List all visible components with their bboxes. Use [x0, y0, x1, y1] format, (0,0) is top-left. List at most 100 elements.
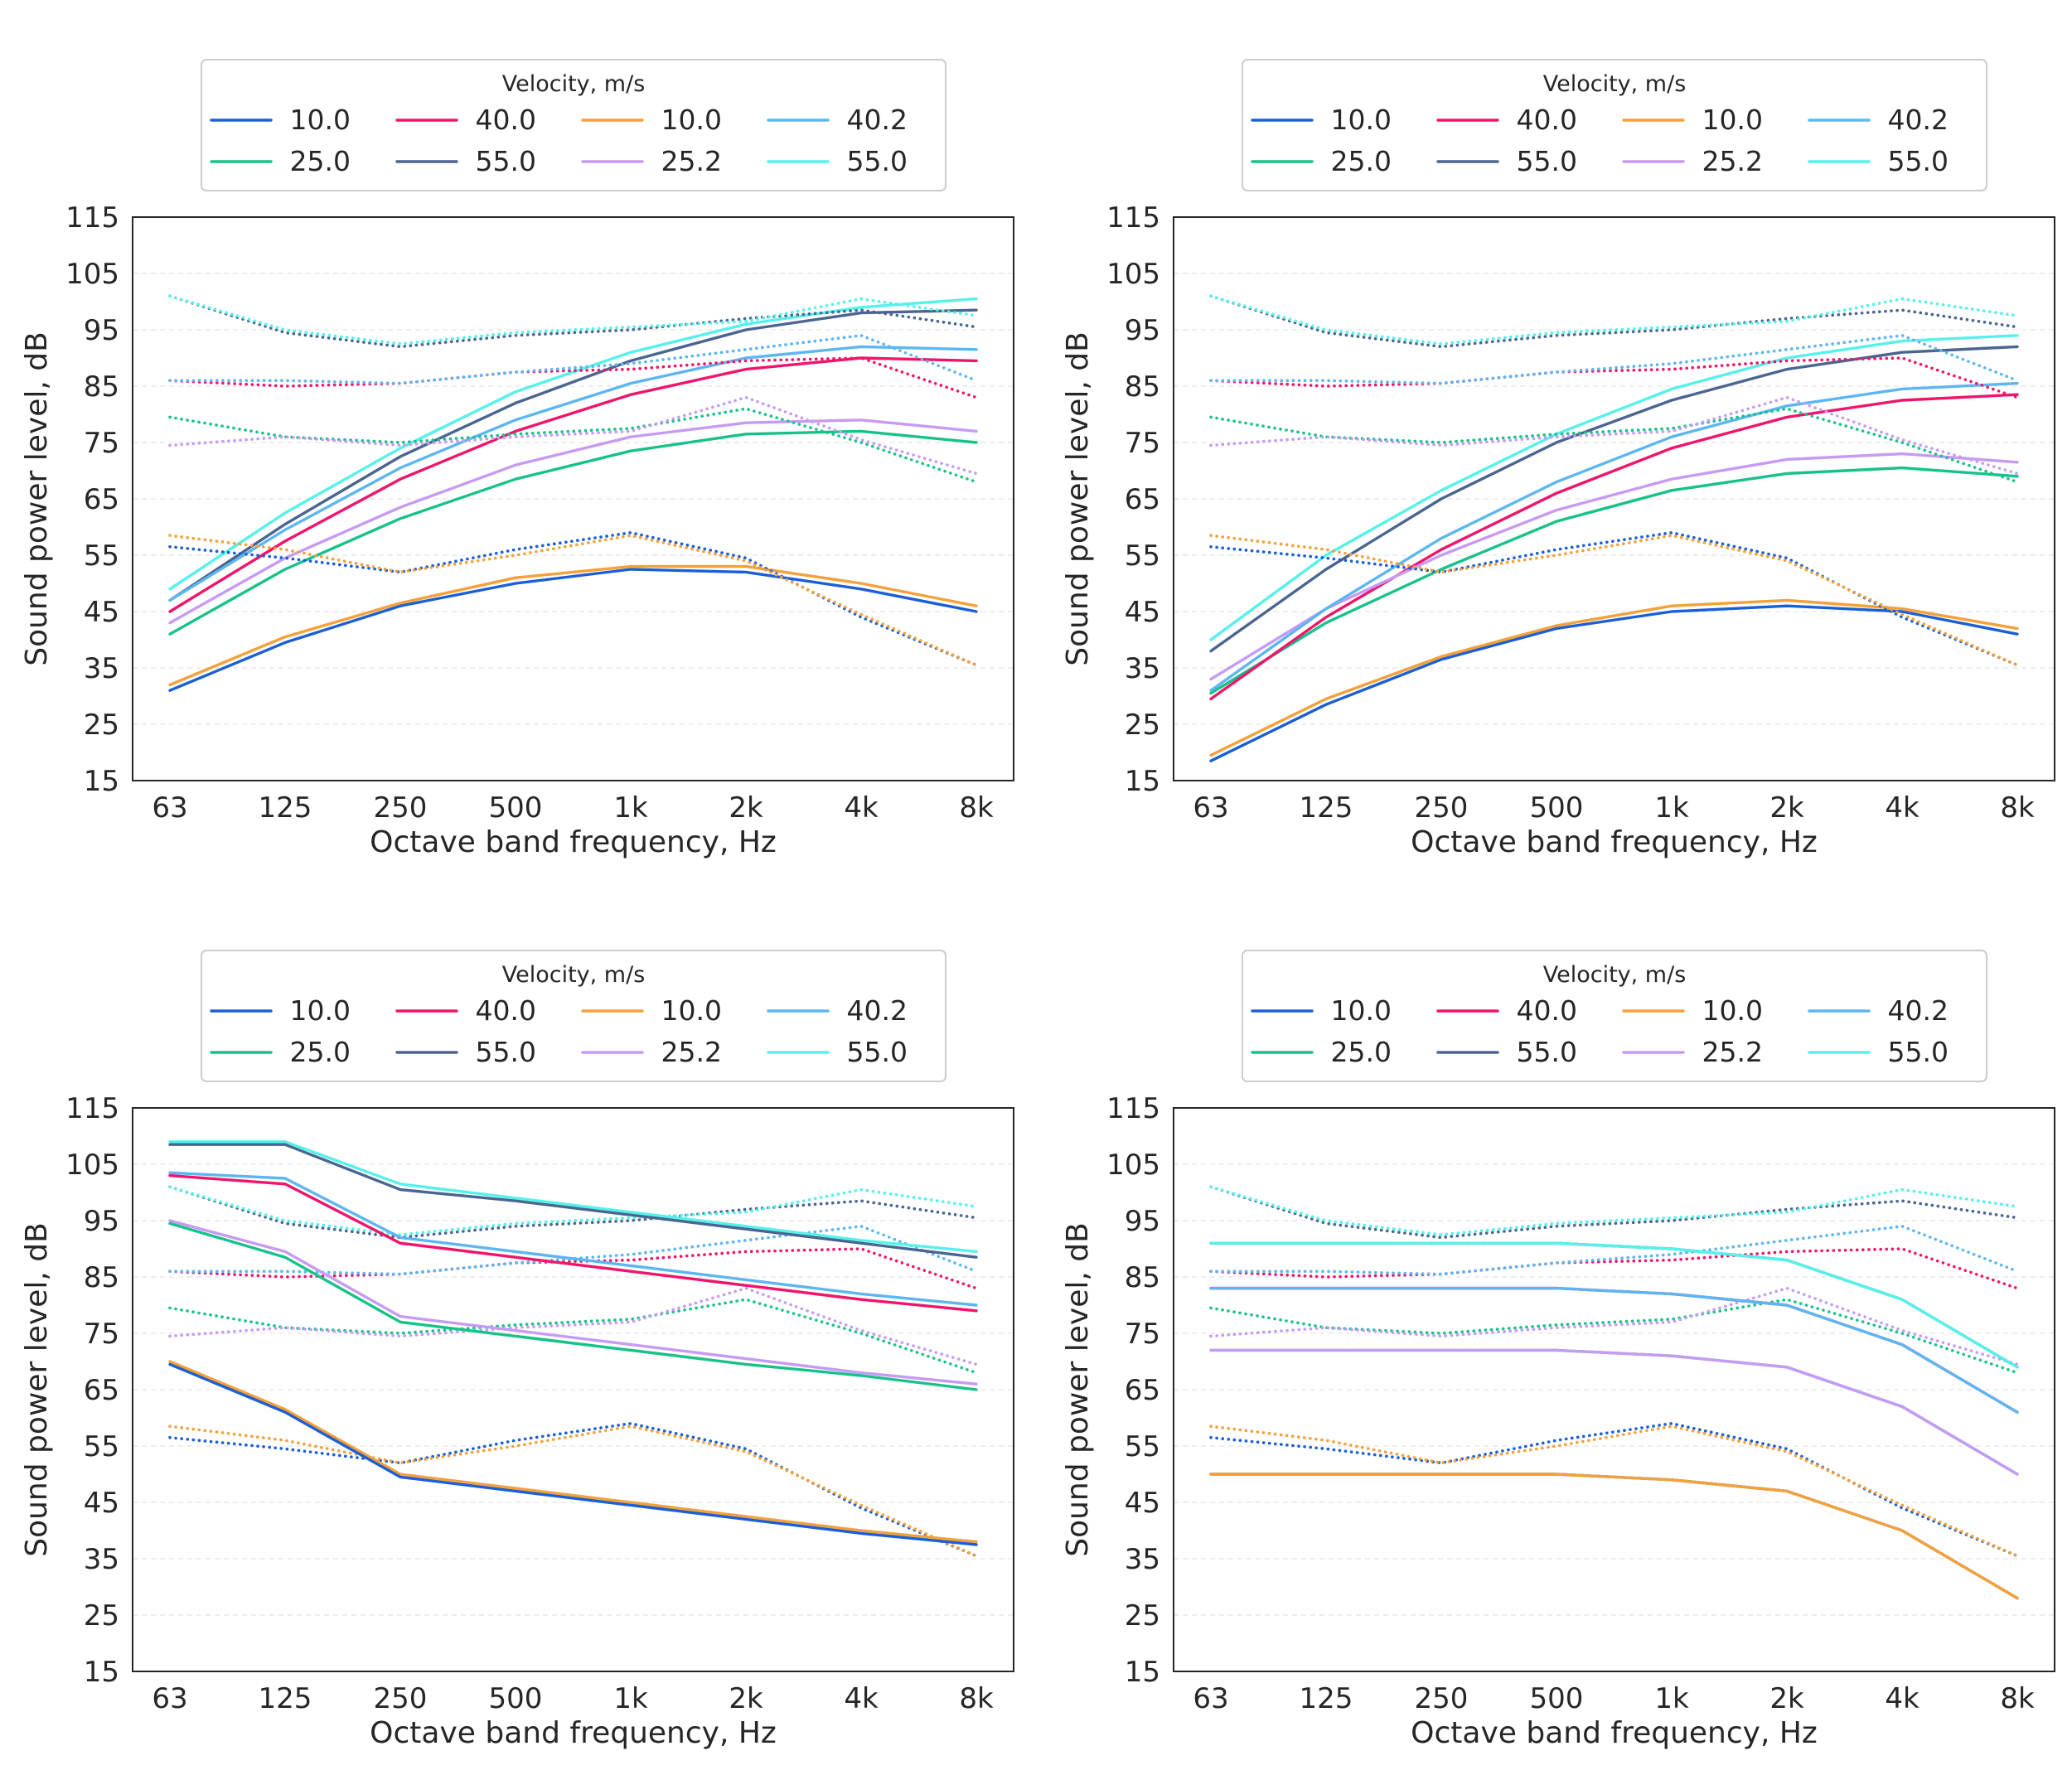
series-line-13-dotted	[1209, 333, 2019, 385]
x-tick-label: 1k	[1654, 791, 1689, 825]
legend-label: 55.0	[476, 145, 536, 177]
legend-entry: 10.0	[210, 994, 351, 1027]
x-tick-label: 8k	[2000, 791, 2035, 825]
series-line-5-solid	[1209, 452, 2019, 681]
legend: Velocity, m/s 10.0 25.0 40.0 55.0 10.0 25.2 40.…	[201, 59, 946, 191]
y-tick-label: 75	[84, 427, 119, 460]
series-line-5-dotted	[1209, 1225, 2019, 1276]
x-tick-label: 4k	[844, 1682, 879, 1715]
legend-entry: 40.2	[767, 104, 908, 136]
series-line-13-solid	[1209, 1286, 2019, 1414]
series-line-6-solid	[1209, 381, 2019, 692]
y-tick-label: 75	[1125, 427, 1160, 460]
plot-frame	[1173, 216, 2055, 781]
legend-label: 55.0	[476, 1036, 536, 1068]
x-axis-label: Octave band frequency, Hz	[370, 1716, 777, 1750]
series-line-15-solid	[1209, 1241, 2019, 1369]
y-tick-labels: 15 25 35 45 55 65 75 85 95 105 115	[65, 201, 119, 798]
series-line-9-dotted	[168, 534, 978, 667]
legend: Velocity, m/s 10.0 25.0 40.0 55.0 10.0 25.2 40.…	[1242, 950, 1987, 1082]
gridlines	[133, 1163, 1014, 1616]
legend-entry: 40.0	[395, 104, 536, 136]
series-line-2-solid	[1209, 393, 2019, 701]
y-tick-label: 35	[84, 1543, 119, 1576]
legend-entry: 25.0	[210, 1036, 351, 1068]
series-line-11-dotted	[1209, 395, 2019, 476]
legend-label: 10.0	[290, 104, 351, 136]
series-line-7-solid	[168, 297, 978, 591]
legend-entry: 10.0	[1622, 994, 1763, 1027]
y-tick-label: 85	[1125, 370, 1160, 404]
legend-entry: 25.2	[1622, 145, 1763, 177]
series-group	[168, 294, 978, 692]
x-tick-label: 500	[489, 791, 543, 825]
x-tick-label: 8k	[959, 791, 994, 825]
x-tick-label: 63	[1193, 791, 1228, 825]
legend-box	[201, 950, 946, 1082]
legend-label: 25.2	[661, 1036, 722, 1068]
y-tick-label: 55	[84, 1430, 119, 1463]
y-tick-label: 55	[1125, 539, 1160, 573]
series-line-11-solid	[168, 1221, 978, 1391]
y-tick-label: 25	[84, 709, 119, 742]
series-line-14-solid	[1209, 1241, 2019, 1369]
x-tick-label: 250	[1415, 1682, 1469, 1715]
legend-entry: 10.0	[1251, 104, 1392, 136]
y-tick-label: 95	[84, 1205, 119, 1238]
x-tick-label: 250	[374, 1682, 428, 1715]
series-line-0-dotted	[1209, 1422, 2019, 1558]
legend-entry: 40.0	[395, 994, 536, 1027]
legend-box	[201, 59, 946, 191]
x-axis-label: Octave band frequency, Hz	[1411, 825, 1818, 859]
series-line-12-dotted	[1209, 356, 2019, 399]
y-tick-label: 45	[84, 1487, 119, 1520]
y-tick-label: 105	[1106, 258, 1160, 291]
legend-label: 55.0	[1517, 1036, 1577, 1068]
plot-frame	[132, 216, 1014, 781]
legend-entry: 40.0	[1436, 994, 1577, 1027]
legend-entry: 25.0	[1251, 1036, 1392, 1068]
legend-label: 40.0	[1517, 104, 1577, 136]
legend-label: 40.0	[476, 994, 536, 1027]
x-tick-labels: 63 125 250 500 1k 2k 4k 8k	[152, 1682, 994, 1715]
y-tick-label: 115	[65, 1092, 119, 1125]
chart-panel-4: 15 25 35 45 55 65 75 85 95 105 115 63 125 250 500 1k 2k 4…	[1061, 950, 2055, 1750]
legend-label: 40.2	[1888, 104, 1949, 136]
y-tick-label: 95	[84, 314, 119, 347]
y-tick-label: 65	[1125, 483, 1160, 516]
legend-entry: 25.2	[1622, 1036, 1763, 1068]
x-tick-label: 1k	[1654, 1682, 1689, 1715]
series-line-1-dotted	[168, 1424, 978, 1558]
x-tick-label: 250	[1415, 791, 1469, 825]
x-tick-label: 2k	[1769, 791, 1804, 825]
x-tick-labels: 63 125 250 500 1k 2k 4k 8k	[1193, 791, 2035, 825]
gridlines	[1174, 273, 2055, 725]
legend-label: 55.0	[1517, 145, 1577, 177]
series-line-14-solid	[168, 1140, 978, 1254]
legend-entry: 25.0	[1251, 145, 1392, 177]
x-tick-label: 2k	[729, 791, 763, 825]
y-tick-label: 65	[84, 483, 119, 516]
x-tick-label: 125	[1300, 791, 1353, 825]
y-tick-label: 35	[1125, 652, 1160, 685]
legend-entry: 40.2	[767, 994, 908, 1027]
x-tick-label: 63	[152, 1682, 187, 1715]
series-line-7-solid	[1209, 334, 2019, 641]
series-line-1-solid	[1209, 466, 2019, 695]
y-tick-label: 85	[1125, 1261, 1160, 1294]
series-line-1-solid	[168, 429, 978, 636]
y-axis-label: Sound power level, dB	[20, 331, 54, 666]
series-line-9-solid	[168, 1362, 978, 1546]
series-line-13-solid	[168, 1173, 978, 1313]
series-line-9-dotted	[1209, 534, 2019, 667]
legend-label: 40.0	[1517, 994, 1577, 1027]
y-tick-label: 115	[1106, 201, 1160, 235]
y-tick-label: 95	[1125, 314, 1160, 347]
x-tick-label: 125	[259, 791, 312, 825]
y-tick-label: 55	[1125, 1430, 1160, 1463]
legend-label: 10.0	[290, 994, 351, 1027]
series-line-3-solid	[168, 308, 978, 602]
y-tick-label: 15	[1125, 765, 1160, 798]
series-line-4-solid	[168, 564, 978, 687]
y-tick-label: 15	[84, 1656, 119, 1689]
